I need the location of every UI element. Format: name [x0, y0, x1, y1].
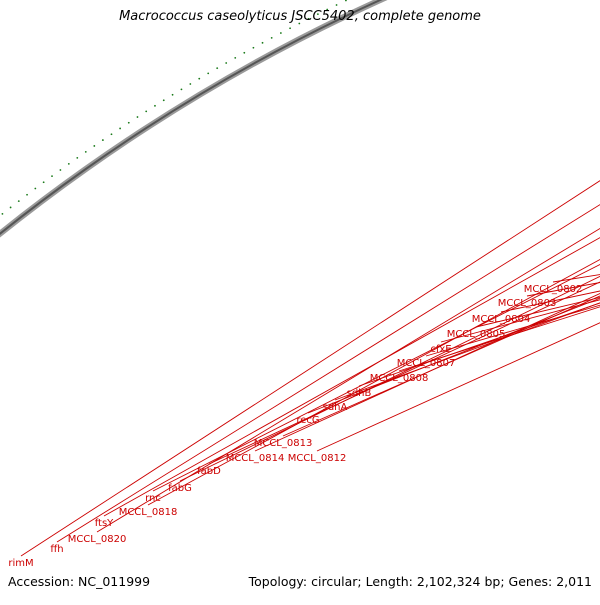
gene-label-leader [56, 204, 600, 543]
tick-dot [243, 51, 246, 54]
gene-label: MCCL_0805 [447, 329, 506, 340]
gene-label: MCCL_0820 [68, 534, 127, 545]
gene-label: ffh [50, 544, 63, 555]
tick-dot [127, 121, 130, 124]
gene-label: recG [296, 415, 319, 426]
tick-dot [234, 56, 237, 59]
tick-dot [101, 139, 104, 141]
tick-dot [261, 41, 264, 44]
tick-dot [345, 0, 347, 2]
gene-label: MCCL_0802 [524, 284, 583, 295]
gene-label: MCCL_0812 [288, 453, 347, 464]
tick-dot [326, 8, 329, 11]
gene-label-leader [152, 264, 600, 492]
tick-dot [145, 110, 148, 113]
tick-dot [26, 193, 28, 196]
tick-layer: 865 kbp870 kbp875 kbp880 kbp885 kbp890 k… [1, 0, 347, 215]
genome-summary-text: Topology: circular; Length: 2,102,324 bp… [248, 574, 592, 589]
tick-dot [298, 22, 301, 25]
tick-dot [84, 150, 87, 153]
tick-dot [180, 88, 183, 91]
backbone-layer [0, 0, 388, 238]
tick-dot [1, 212, 4, 215]
tick-dot [225, 62, 228, 64]
gene-label-leader [96, 227, 600, 533]
gene-label: ftsY [95, 518, 114, 529]
gene-label-leader [282, 295, 600, 437]
gene-label-leader [20, 180, 600, 557]
tick-dot [67, 162, 70, 165]
gene-label: MCCL_0813 [254, 438, 313, 449]
tick-dot [76, 156, 79, 159]
tick-dot [136, 116, 139, 118]
gene-label-leader [147, 259, 600, 506]
gene-label: MCCL_0808 [370, 373, 429, 384]
tick-dot [189, 83, 192, 85]
gene-label: MCCL_0807 [397, 358, 456, 369]
tick-dot [279, 32, 282, 34]
gene-label-leader [500, 290, 600, 313]
gene-label: sdhA [323, 402, 348, 413]
tick-dot [154, 104, 156, 107]
gene-label: cfxE [430, 344, 451, 355]
gene-label: MCCL_0804 [472, 314, 531, 325]
tick-dot [307, 17, 310, 20]
backbone-inner [0, 0, 383, 236]
map-title: Macrococcus caseolyticus JSCC5402, compl… [119, 9, 481, 24]
tick-dot [93, 145, 96, 147]
tick-dot [162, 99, 165, 102]
tick-dot [207, 72, 210, 75]
tick-dot [17, 200, 20, 202]
tick-dot [34, 187, 37, 190]
gene-label-leader [208, 281, 600, 465]
gene-label: fabG [168, 483, 192, 494]
accession-text: Accession: NC_011999 [8, 574, 151, 589]
label-layer: MCCL_0802 MCCL_0803 MCCL_0804 MCCL_0805 cfxE… [8, 180, 600, 569]
gene-label-leader [526, 282, 600, 297]
gene-label-leader [475, 296, 600, 328]
tick-dot [171, 93, 174, 96]
gene-label: MCCL_0814 [226, 453, 285, 464]
tick-dot [289, 27, 291, 30]
tick-dot [51, 175, 53, 178]
gene-label-leader [103, 237, 600, 517]
gene-label: MCCL_0818 [119, 507, 178, 518]
gene-label: MCCL_0803 [498, 298, 557, 309]
tick-dot [252, 46, 255, 49]
tick-dot [216, 67, 219, 70]
gene-label-leader [358, 302, 600, 387]
gene-label-leader [254, 292, 600, 452]
tick-dot [110, 133, 113, 136]
tick-dot [335, 4, 338, 6]
tick-dot [42, 181, 45, 184]
gene-label: rimM [8, 558, 33, 569]
tick-dot [59, 169, 62, 171]
gene-label-leader [179, 275, 600, 482]
gene-label-leader [316, 322, 600, 452]
tick-dot [119, 127, 122, 130]
tick-dot [198, 77, 201, 80]
gene-label-leader [334, 302, 600, 401]
tick-dot [270, 37, 273, 39]
gene-label-leader [307, 297, 600, 414]
tick-dot [9, 206, 12, 209]
tick-dot [316, 13, 319, 16]
